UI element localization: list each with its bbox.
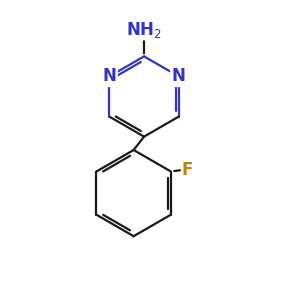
Text: N: N — [102, 68, 116, 85]
Text: F: F — [182, 161, 193, 179]
Text: NH$_2$: NH$_2$ — [126, 20, 162, 40]
Text: N: N — [172, 68, 186, 85]
